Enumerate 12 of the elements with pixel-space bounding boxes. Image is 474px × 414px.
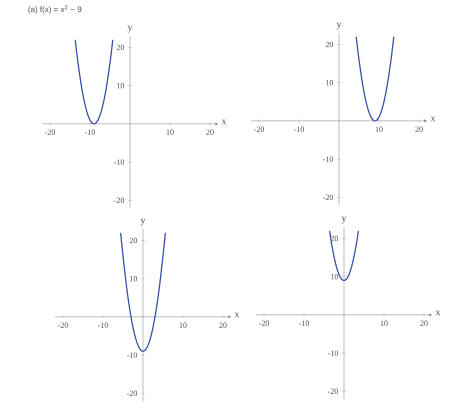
x-axis-title: x	[430, 116, 436, 122]
line-series	[356, 36, 394, 122]
x-axis-title: x	[234, 312, 240, 318]
y-axis-title: y	[342, 216, 346, 224]
x-axis-title: x	[436, 310, 440, 316]
x-axis-title: x	[222, 120, 226, 124]
line-series	[74, 39, 114, 125]
y-axis-title: y	[336, 22, 342, 30]
line-series	[120, 232, 166, 352]
y-axis-title: y	[128, 26, 132, 32]
line-series	[328, 230, 360, 282]
y-axis-title: y	[140, 218, 146, 226]
